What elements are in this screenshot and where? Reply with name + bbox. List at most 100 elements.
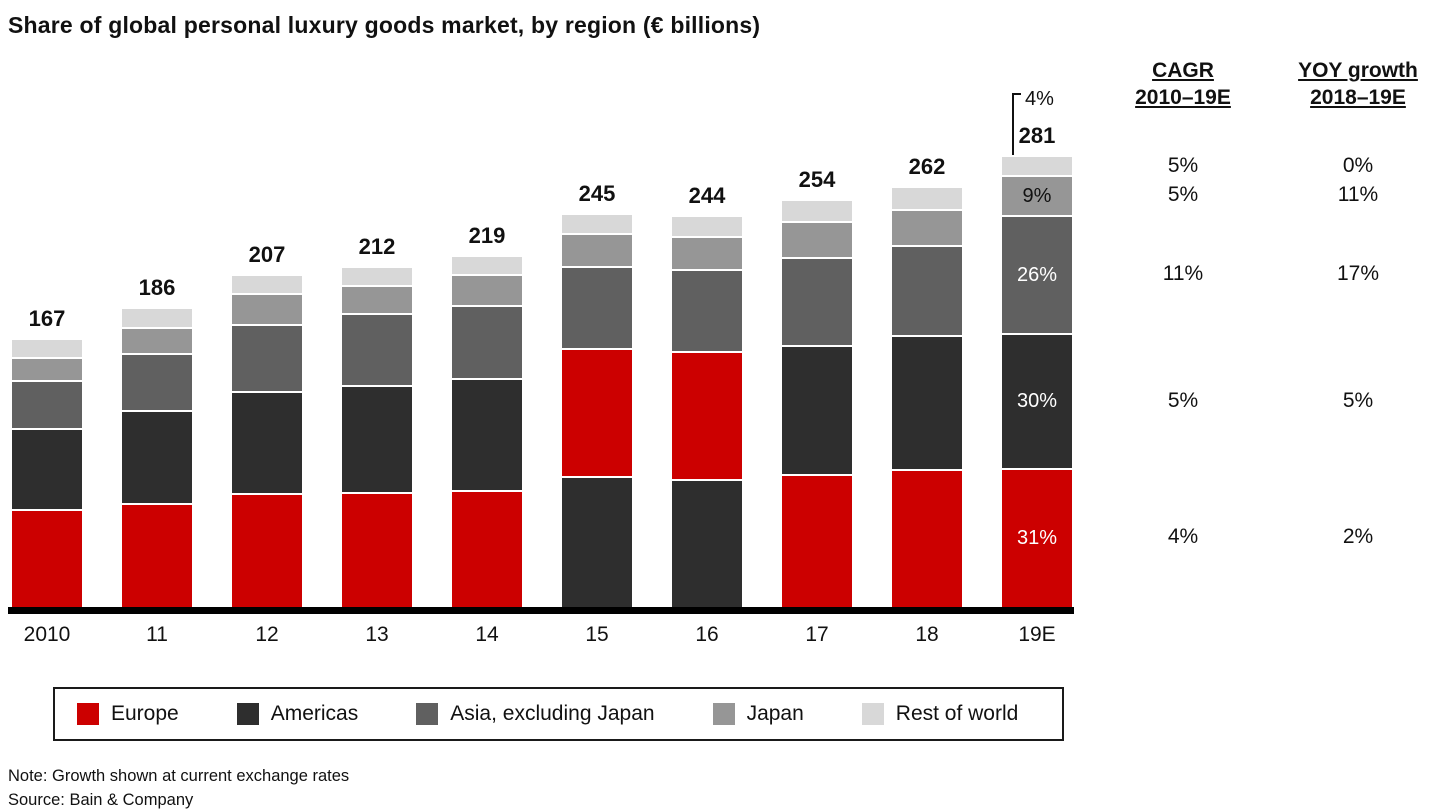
segment-americas: 30% — [1002, 333, 1072, 468]
yoy-value: 17% — [1336, 262, 1380, 286]
segment-asia — [452, 304, 522, 379]
x-axis-labels: 2010 11 12 13 14 15 16 17 18 19E — [12, 623, 1072, 647]
yoy-value: 11% — [1337, 183, 1379, 206]
year-label: 11 — [146, 623, 168, 646]
callout-share-label: 4% — [1025, 88, 1054, 111]
legend-label: Europe — [111, 702, 179, 725]
segment-americas — [672, 479, 742, 607]
yoy-value: 0% — [1342, 154, 1374, 178]
segment-japan — [12, 357, 82, 380]
legend-swatch — [712, 703, 735, 725]
segment-rest_of_world — [892, 187, 962, 209]
legend-item-europe: Europe — [77, 702, 179, 726]
segment-americas — [452, 378, 522, 491]
total-label: 245 — [578, 181, 616, 206]
segment-asia — [892, 245, 962, 336]
cagr-header-line2: 2010–19E — [1135, 86, 1231, 109]
growth-row-americas: 5% 5% — [1108, 388, 1440, 414]
total-label: 212 — [358, 233, 396, 259]
stacked-bar-chart: 167 186 207 212 219 245 244 254 262 4% 281 31% 30% 26… — [8, 55, 1440, 659]
segment-share-label: 26% — [1016, 263, 1058, 286]
bar-19E: 4% 281 31% 30% 26% 9% — [1002, 88, 1072, 607]
legend-swatch — [77, 703, 99, 725]
segment-americas — [12, 427, 82, 510]
segment-japan — [782, 221, 852, 257]
year-label: 19E — [1018, 623, 1056, 646]
yoy-value: 2% — [1342, 525, 1374, 549]
segment-japan — [892, 208, 962, 246]
legend-item-americas: Americas — [236, 702, 358, 726]
total-label: 281 — [1018, 123, 1056, 149]
page-title: Share of global personal luxury goods ma… — [8, 12, 761, 38]
bar-12: 207 — [232, 242, 302, 607]
segment-rest_of_world — [342, 267, 412, 286]
total-label: 262 — [908, 153, 946, 179]
segment-rest_of_world — [562, 215, 632, 233]
segment-japan — [452, 274, 522, 305]
plot-area: 167 186 207 212 219 245 244 254 262 4% 281 31% 30% 26… — [12, 55, 1072, 607]
year-label: 12 — [255, 623, 279, 646]
cagr-value: 11% — [1162, 262, 1204, 286]
segment-rest_of_world — [672, 216, 742, 236]
growth-row-europe: 4% 2% — [1108, 524, 1440, 550]
segment-europe — [892, 469, 962, 607]
year-label: 14 — [475, 623, 499, 646]
source-text: Source: Bain & Company — [8, 790, 194, 809]
segment-europe — [562, 347, 632, 476]
segment-asia — [782, 256, 852, 345]
legend-label: Japan — [746, 702, 804, 725]
year-label: 18 — [915, 623, 939, 646]
bar-14: 219 — [452, 223, 522, 607]
legend-label: Rest of world — [895, 702, 1019, 725]
total-label: 167 — [28, 305, 66, 331]
year-label: 17 — [805, 623, 829, 646]
segment-asia: 26% — [1002, 215, 1072, 334]
bar-11: 186 — [122, 275, 192, 607]
bar-2010: 167 — [12, 306, 82, 607]
segment-asia — [12, 379, 82, 428]
legend-item-japan: Japan — [712, 702, 804, 726]
bar-18: 262 — [892, 154, 962, 607]
segment-asia — [342, 312, 412, 385]
bar-17: 254 — [782, 167, 852, 607]
total-label: 254 — [798, 166, 836, 192]
total-label: 244 — [688, 182, 726, 208]
segment-europe — [12, 509, 82, 607]
segment-japan — [672, 235, 742, 270]
yoy-header: YOY growth 2018–19E — [1276, 57, 1440, 111]
segment-asia — [232, 323, 302, 392]
note-text: Note: Growth shown at current exchange r… — [8, 767, 350, 785]
segment-rest_of_world — [12, 339, 82, 358]
segment-japan — [342, 285, 412, 313]
segment-americas — [892, 335, 962, 470]
cagr-header: CAGR 2010–19E — [1108, 57, 1258, 111]
segment-europe — [452, 490, 522, 607]
segment-europe — [232, 493, 302, 607]
yoy-value: 5% — [1342, 388, 1374, 412]
year-label: 13 — [365, 623, 389, 646]
legend-label: Asia, excluding Japan — [450, 702, 655, 725]
bar-16: 244 — [672, 183, 742, 607]
year-label: 15 — [585, 623, 609, 646]
segment-rest_of_world — [452, 256, 522, 275]
segment-americas — [122, 410, 192, 503]
year-label: 16 — [695, 623, 719, 646]
segment-americas — [342, 384, 412, 492]
cagr-value: 5% — [1167, 154, 1199, 178]
total-label: 186 — [138, 275, 176, 301]
segment-japan — [232, 293, 302, 324]
segment-rest_of_world — [1002, 157, 1072, 176]
segment-japan — [122, 327, 192, 353]
callout-tick — [1012, 93, 1021, 96]
cagr-value: 5% — [1167, 183, 1199, 206]
bar-13: 212 — [342, 234, 412, 607]
legend-item-asia: Asia, excluding Japan — [416, 702, 655, 726]
segment-share-label: 30% — [1016, 390, 1058, 413]
legend-swatch — [416, 703, 439, 725]
segment-share-label: 31% — [1016, 526, 1058, 549]
segment-rest_of_world — [122, 309, 192, 328]
segment-asia — [672, 269, 742, 351]
segment-europe: 31% — [1002, 467, 1072, 607]
segment-americas — [232, 391, 302, 494]
bar-15: 245 — [562, 181, 632, 607]
